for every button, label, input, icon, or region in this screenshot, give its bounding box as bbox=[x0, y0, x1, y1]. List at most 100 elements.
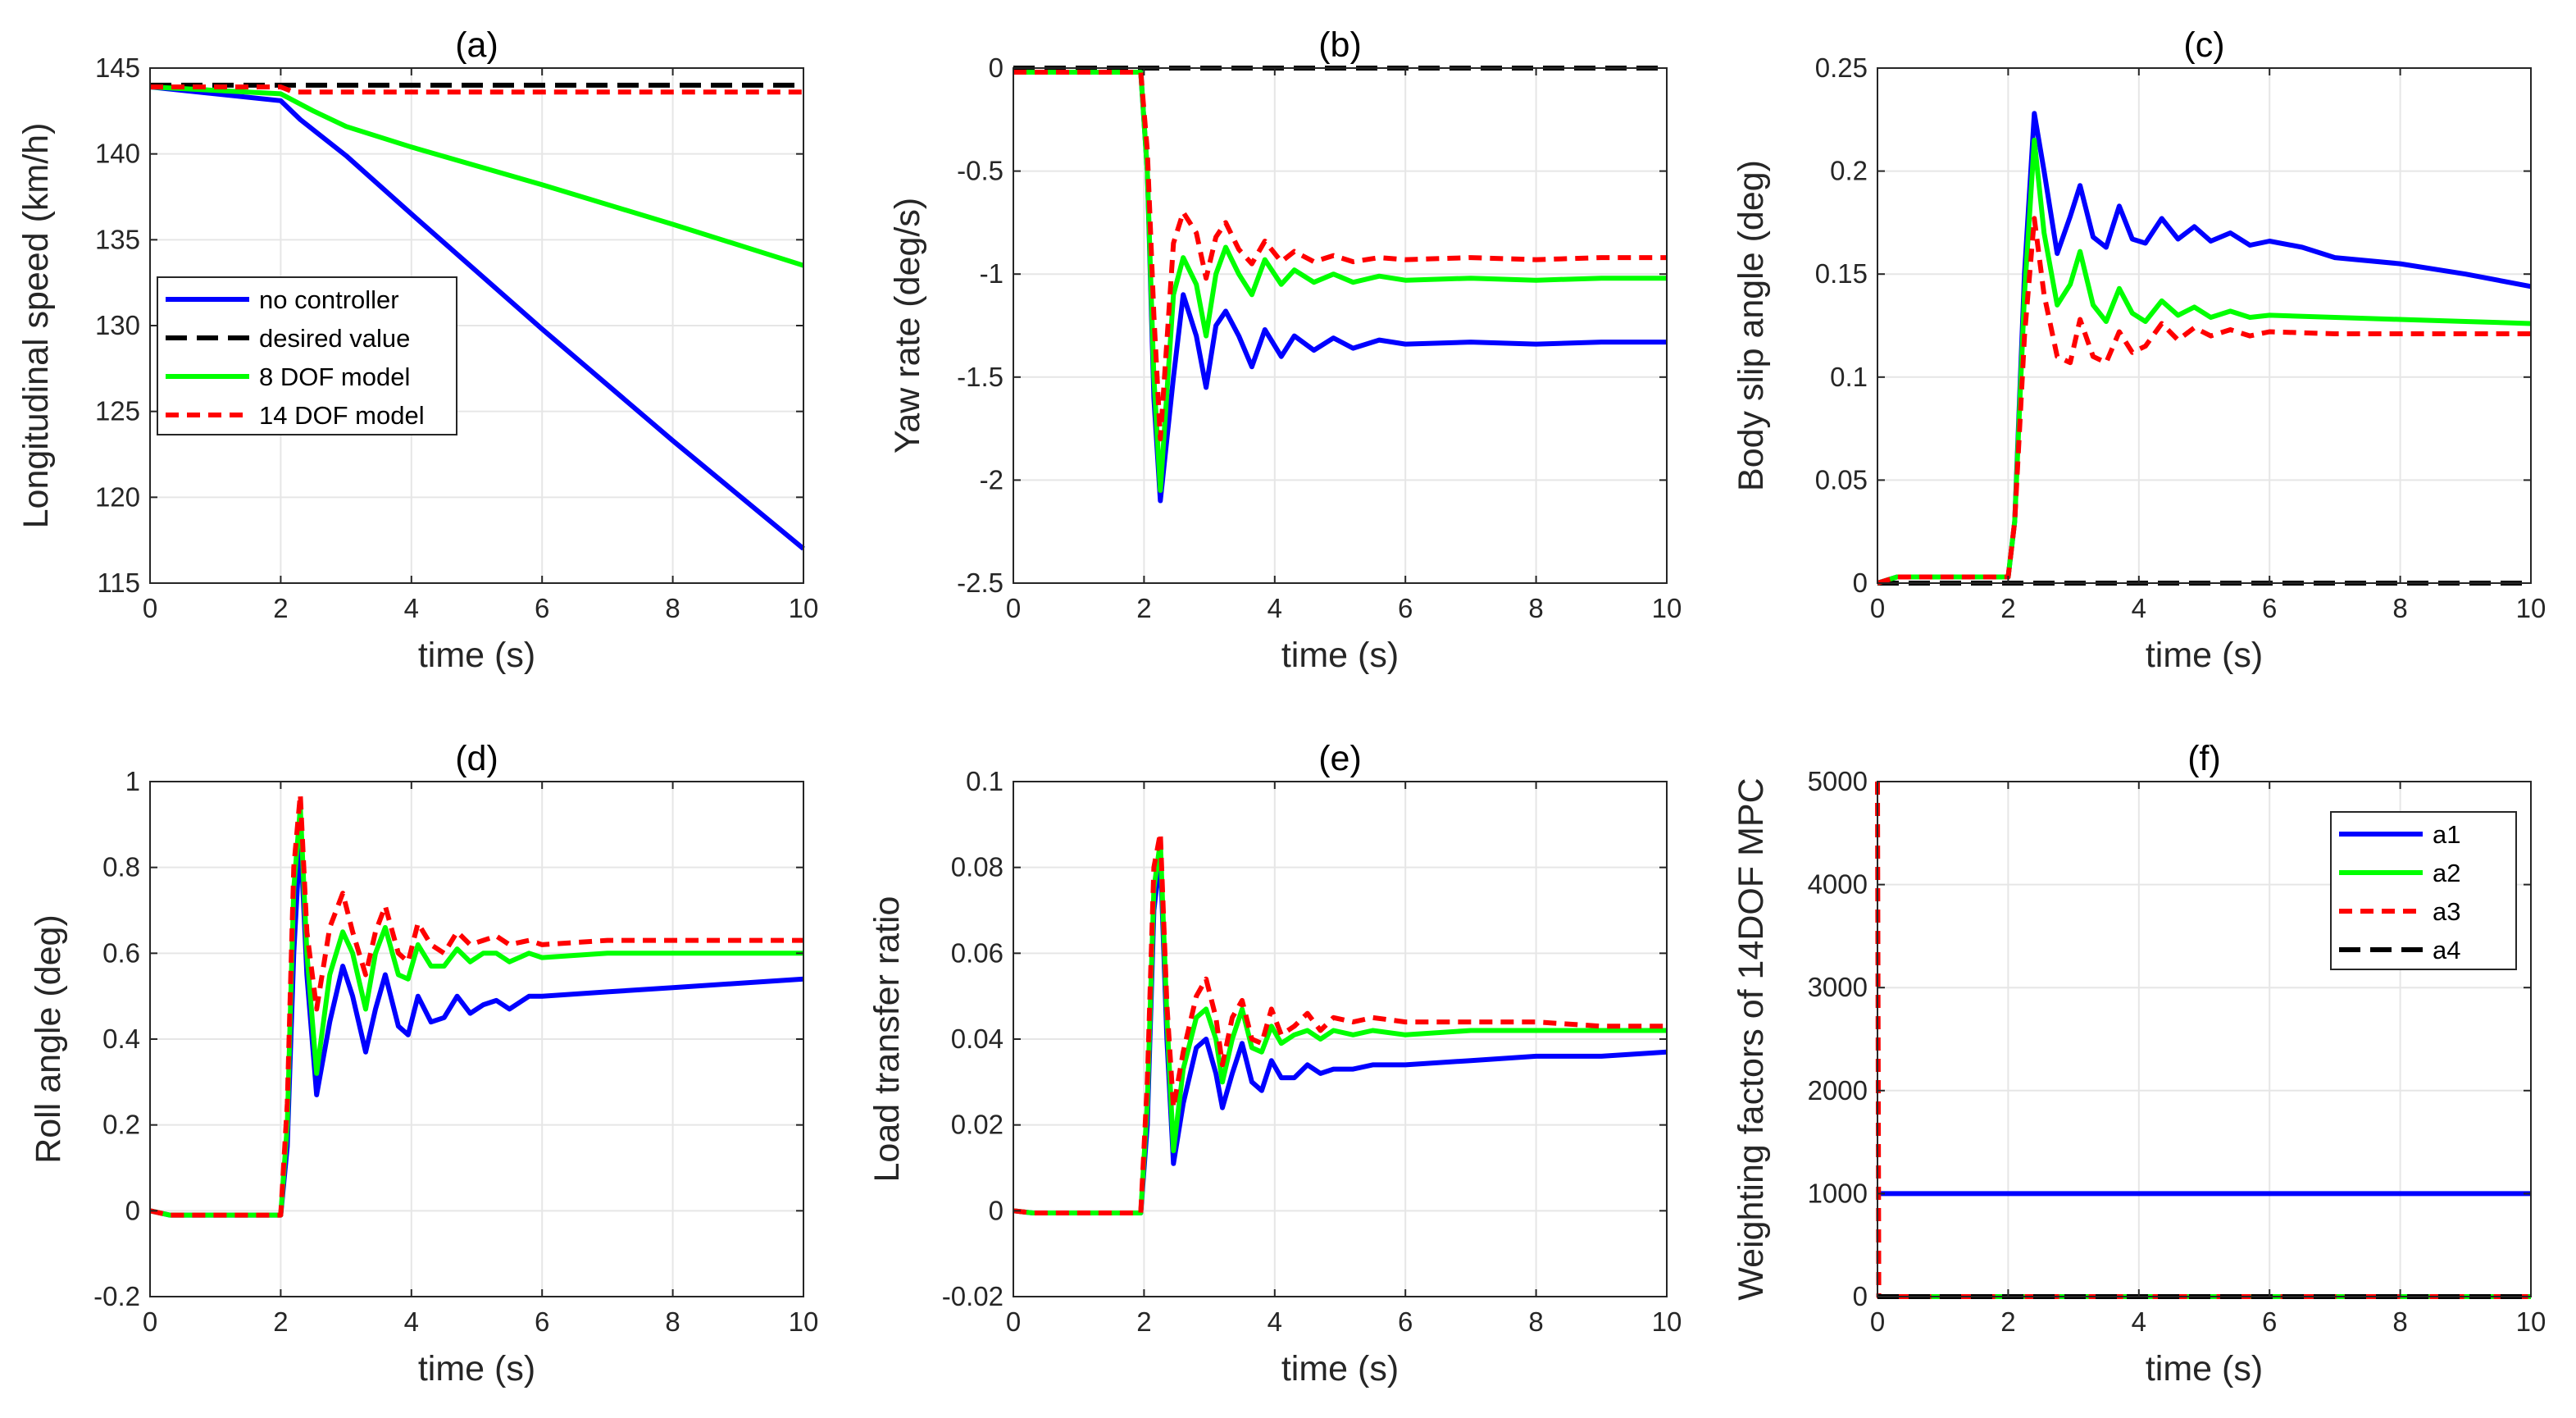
y-tick-label-a: 125 bbox=[95, 396, 140, 426]
series-c-8-dof-model bbox=[1877, 137, 2532, 586]
y-tick-label-d: 0.2 bbox=[102, 1110, 140, 1140]
xlabel-b: time (s) bbox=[1281, 636, 1399, 675]
y-tick-label-e: 0.04 bbox=[951, 1024, 1004, 1054]
x-tick-label-e: 2 bbox=[1136, 1306, 1151, 1337]
x-tick-label-f: 2 bbox=[2000, 1306, 2015, 1337]
title-a: (a) bbox=[455, 25, 498, 65]
legend-label-a-3: 14 DOF model bbox=[259, 401, 425, 430]
x-tick-label-a: 0 bbox=[143, 593, 157, 623]
legend-label-a-2: 8 DOF model bbox=[259, 362, 410, 391]
plot-area-b bbox=[1013, 68, 1667, 583]
series-a-no-controller bbox=[149, 84, 805, 551]
x-tick-label-c: 6 bbox=[2262, 593, 2277, 623]
x-tick-label-d: 10 bbox=[789, 1306, 819, 1337]
y-tick-label-a: 120 bbox=[95, 481, 140, 512]
ylabel-f: Weighting factors of 14DOF MPC bbox=[1732, 777, 1771, 1300]
subplot-c: 0 2 4 6 8 10 0 0.05 0.1 0.15 0.2 0.25 (c) time (s) Bod… bbox=[1732, 25, 2546, 675]
y-tick-label-e: 0.1 bbox=[966, 766, 1004, 796]
xlabel-d: time (s) bbox=[418, 1349, 535, 1388]
y-tick-label-a: 140 bbox=[95, 139, 140, 169]
subplot-a: 0 2 4 6 8 10 115 120 125 130 135 140 145 (a) time (s) L… bbox=[16, 25, 818, 675]
x-tick-label-b: 0 bbox=[1006, 593, 1021, 623]
x-tick-label-f: 4 bbox=[2132, 1306, 2146, 1337]
y-tick-label-f: 0 bbox=[1853, 1281, 1868, 1311]
xlabel-e: time (s) bbox=[1281, 1349, 1399, 1388]
y-tick-label-e: 0 bbox=[989, 1195, 1004, 1225]
x-tick-label-e: 0 bbox=[1006, 1306, 1021, 1337]
series-b-no-controller bbox=[1013, 70, 1667, 504]
y-tick-label-f: 3000 bbox=[1808, 972, 1868, 1002]
series-d-no-controller bbox=[149, 830, 804, 1218]
x-tick-label-f: 0 bbox=[1870, 1306, 1885, 1337]
y-tick-label-c: 0.1 bbox=[1830, 362, 1868, 392]
xlabel-a: time (s) bbox=[418, 636, 535, 675]
ylabel-e: Load transfer ratio bbox=[867, 896, 907, 1183]
x-tick-label-a: 8 bbox=[665, 593, 680, 623]
x-tick-label-b: 4 bbox=[1268, 593, 1282, 623]
series-b-8-dof-model bbox=[1013, 70, 1667, 493]
y-tick-label-b: -2.5 bbox=[957, 568, 1004, 598]
x-tick-label-f: 6 bbox=[2262, 1306, 2277, 1337]
x-tick-label-e: 10 bbox=[1652, 1306, 1682, 1337]
series-a-14-dof-model bbox=[150, 84, 803, 95]
ylabel-c: Body slip angle (deg) bbox=[1732, 160, 1771, 491]
series-b-14-dof-model bbox=[1013, 70, 1667, 442]
x-tick-label-f: 8 bbox=[2392, 1306, 2407, 1337]
y-tick-label-a: 135 bbox=[95, 224, 140, 254]
title-f: (f) bbox=[2187, 739, 2221, 778]
y-tick-label-d: -0.2 bbox=[93, 1281, 140, 1311]
ylabel-b: Yaw rate (deg/s) bbox=[888, 198, 927, 454]
legend-label-f-1: a2 bbox=[2433, 859, 2460, 887]
x-tick-label-a: 10 bbox=[789, 593, 819, 623]
y-tick-label-c: 0.15 bbox=[1815, 258, 1868, 289]
title-d: (d) bbox=[455, 739, 498, 778]
x-tick-label-d: 0 bbox=[143, 1306, 157, 1337]
y-tick-label-b: 0 bbox=[989, 52, 1004, 83]
ylabel-a: Longitudinal speed (km/h) bbox=[16, 123, 56, 529]
x-tick-label-d: 8 bbox=[665, 1306, 680, 1337]
x-tick-label-e: 6 bbox=[1398, 1306, 1413, 1337]
x-tick-label-c: 10 bbox=[2516, 593, 2546, 623]
legend-label-f-0: a1 bbox=[2433, 820, 2460, 849]
x-tick-label-f: 10 bbox=[2516, 1306, 2546, 1337]
x-tick-label-d: 4 bbox=[404, 1306, 419, 1337]
series-a-8-dof-model bbox=[149, 84, 804, 268]
xlabel-c: time (s) bbox=[2146, 636, 2263, 675]
x-tick-label-e: 8 bbox=[1528, 1306, 1543, 1337]
y-tick-label-b: -1 bbox=[980, 258, 1004, 289]
x-tick-label-c: 2 bbox=[2000, 593, 2015, 623]
series-e-14-dof-model bbox=[1013, 830, 1667, 1215]
y-tick-label-a: 130 bbox=[95, 310, 140, 340]
y-tick-label-a: 145 bbox=[95, 52, 140, 83]
title-e: (e) bbox=[1318, 739, 1362, 778]
subplot-d: 0 2 4 6 8 10-0.200.20.40.60.81(d)time (s)Roll… bbox=[29, 739, 818, 1388]
legend-box-a bbox=[157, 276, 457, 435]
axes-box-f bbox=[1877, 781, 2532, 1297]
x-tick-label-a: 2 bbox=[273, 593, 288, 623]
title-c: (c) bbox=[2183, 25, 2224, 65]
subplot-f: 0 2 4 6 8 10 0 1000 2000 3000 4000 5000 (f) time (s) W… bbox=[1732, 739, 2546, 1388]
title-b: (b) bbox=[1318, 25, 1362, 65]
y-tick-label-d: 0.6 bbox=[102, 937, 140, 968]
y-tick-label-f: 2000 bbox=[1808, 1075, 1868, 1106]
y-tick-label-c: 0.2 bbox=[1830, 156, 1868, 186]
y-tick-label-e: 0.08 bbox=[951, 852, 1004, 882]
y-tick-label-f: 4000 bbox=[1808, 869, 1868, 900]
y-tick-label-c: 0.25 bbox=[1815, 52, 1868, 83]
x-tick-label-b: 2 bbox=[1136, 593, 1151, 623]
y-tick-label-c: 0 bbox=[1853, 568, 1868, 598]
legend-label-a-1: desired value bbox=[259, 324, 410, 353]
y-tick-label-d: 1 bbox=[125, 766, 140, 796]
y-tick-label-e: 0.02 bbox=[951, 1110, 1004, 1140]
y-tick-label-a: 115 bbox=[97, 568, 140, 598]
x-tick-label-c: 0 bbox=[1870, 593, 1885, 623]
x-tick-label-a: 6 bbox=[535, 593, 549, 623]
y-tick-label-d: 0.4 bbox=[102, 1024, 140, 1054]
legend-f: a1 a2 a3 a4 bbox=[2330, 811, 2517, 970]
x-tick-label-a: 4 bbox=[404, 593, 419, 623]
subplot-b: 0 2 4 6 8 10 -2.5 -2 -1.5 -1 -0.5 0 (b) time (s) Yaw r… bbox=[888, 25, 1682, 675]
subplot-e: 0 2 4 6 8 10-0.0200.020.040.060.080.1(e)time … bbox=[867, 739, 1682, 1388]
x-tick-label-c: 4 bbox=[2132, 593, 2146, 623]
y-tick-label-d: 0.8 bbox=[102, 852, 140, 882]
x-tick-label-b: 8 bbox=[1528, 593, 1543, 623]
